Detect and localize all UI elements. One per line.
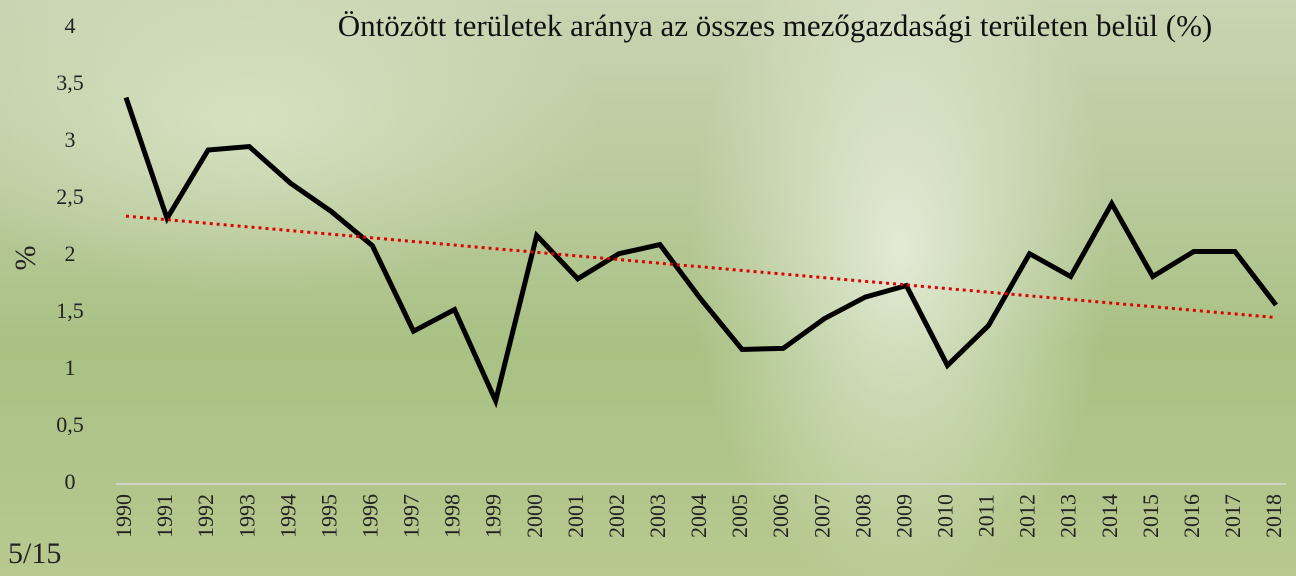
x-tick-label: 1999 [481, 494, 506, 538]
y-tick-label: 2,5 [56, 184, 84, 209]
x-tick-label: 1991 [152, 494, 177, 538]
x-tick-label: 1990 [111, 494, 136, 538]
y-tick-label: 1 [65, 355, 76, 380]
x-tick-label: 2003 [645, 494, 670, 538]
x-tick-label: 2011 [974, 494, 999, 537]
x-tick-label: 2018 [1261, 494, 1286, 538]
page: Öntözött területek aránya az összes mező… [0, 0, 1296, 576]
x-tick-label: 1994 [275, 494, 300, 538]
chart: % 5/15 0 0,5 1 1,5 2 2,5 3 3,5 4 1990 1991 1992 1993… [0, 0, 1296, 576]
data-line [126, 98, 1276, 401]
y-tick-label: 0,5 [56, 412, 84, 437]
y-tick-label: 2 [65, 241, 76, 266]
x-tick-label: 2005 [727, 494, 752, 538]
x-tick-label: 1992 [193, 494, 218, 538]
x-tick-label: 2007 [809, 494, 834, 538]
x-tick-label: 2002 [604, 494, 629, 538]
x-tick-label: 2017 [1220, 494, 1245, 538]
y-tick-label: 4 [65, 13, 76, 38]
x-tick-label: 2013 [1056, 494, 1081, 538]
x-tick-label: 2008 [850, 494, 875, 538]
y-tick-label: 0 [65, 469, 76, 494]
x-tick-label: 2004 [686, 494, 711, 538]
x-tick-label: 1997 [399, 494, 424, 538]
x-tick-label: 2012 [1015, 494, 1040, 538]
x-tick-label: 2000 [522, 494, 547, 538]
x-tick-label: 1993 [234, 494, 259, 538]
page-number: 5/15 [8, 537, 61, 570]
y-axis-label: % [9, 246, 42, 271]
y-tick-label: 3,5 [56, 70, 84, 95]
x-tick-label: 2006 [768, 494, 793, 538]
x-tick-label: 2001 [563, 494, 588, 538]
x-tick-label: 2015 [1138, 494, 1163, 538]
x-tick-label: 2010 [932, 494, 957, 538]
y-tick-label: 3 [65, 127, 76, 152]
x-tick-label: 1998 [440, 494, 465, 538]
x-tick-label: 1995 [316, 494, 341, 538]
y-tick-label: 1,5 [56, 298, 84, 323]
x-tick-label: 2014 [1097, 494, 1122, 538]
x-tick-label: 2016 [1179, 494, 1204, 538]
x-tick-label: 1996 [357, 494, 382, 538]
x-tick-label: 2009 [891, 494, 916, 538]
